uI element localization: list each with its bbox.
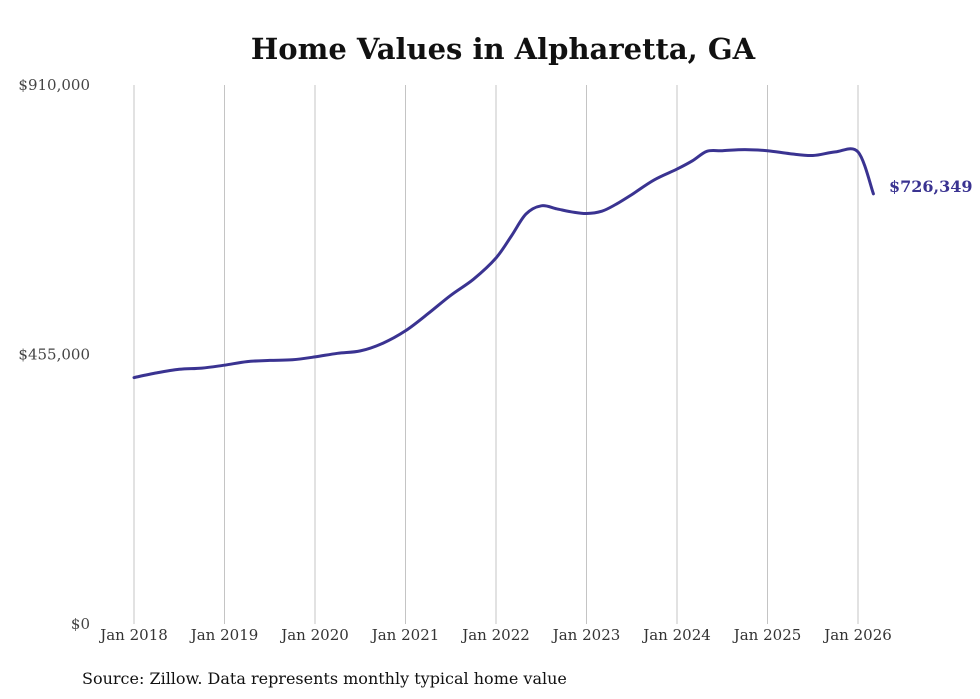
x-tick-label: Jan 2019: [189, 626, 259, 644]
gridlines: [133, 85, 859, 624]
x-tick-label: Jan 2018: [98, 626, 168, 644]
x-tick-label: Jan 2020: [279, 626, 349, 644]
x-tick-label: Jan 2022: [460, 626, 530, 644]
x-tick-label: Jan 2021: [370, 626, 440, 644]
y-tick-label: $455,000: [18, 346, 90, 364]
chart-title: Home Values in Alpharetta, GA: [251, 32, 756, 66]
y-tick-label: $910,000: [18, 76, 90, 94]
x-tick-label: Jan 2026: [822, 626, 892, 644]
source-note: Source: Zillow. Data represents monthly …: [82, 669, 567, 688]
x-tick-label: Jan 2024: [641, 626, 711, 644]
series-line-home-value: [132, 147, 875, 380]
x-tick-label: Jan 2023: [551, 626, 621, 644]
x-axis-ticks: Jan 2018 Jan 2019 Jan 2020 Jan 2021 Jan 2022…: [98, 626, 892, 644]
y-axis-ticks: $0 $455,000 $910,000: [18, 76, 90, 633]
end-value-label: $726,349: [889, 177, 973, 196]
y-tick-label: $0: [71, 615, 90, 633]
x-tick-label: Jan 2025: [732, 626, 802, 644]
